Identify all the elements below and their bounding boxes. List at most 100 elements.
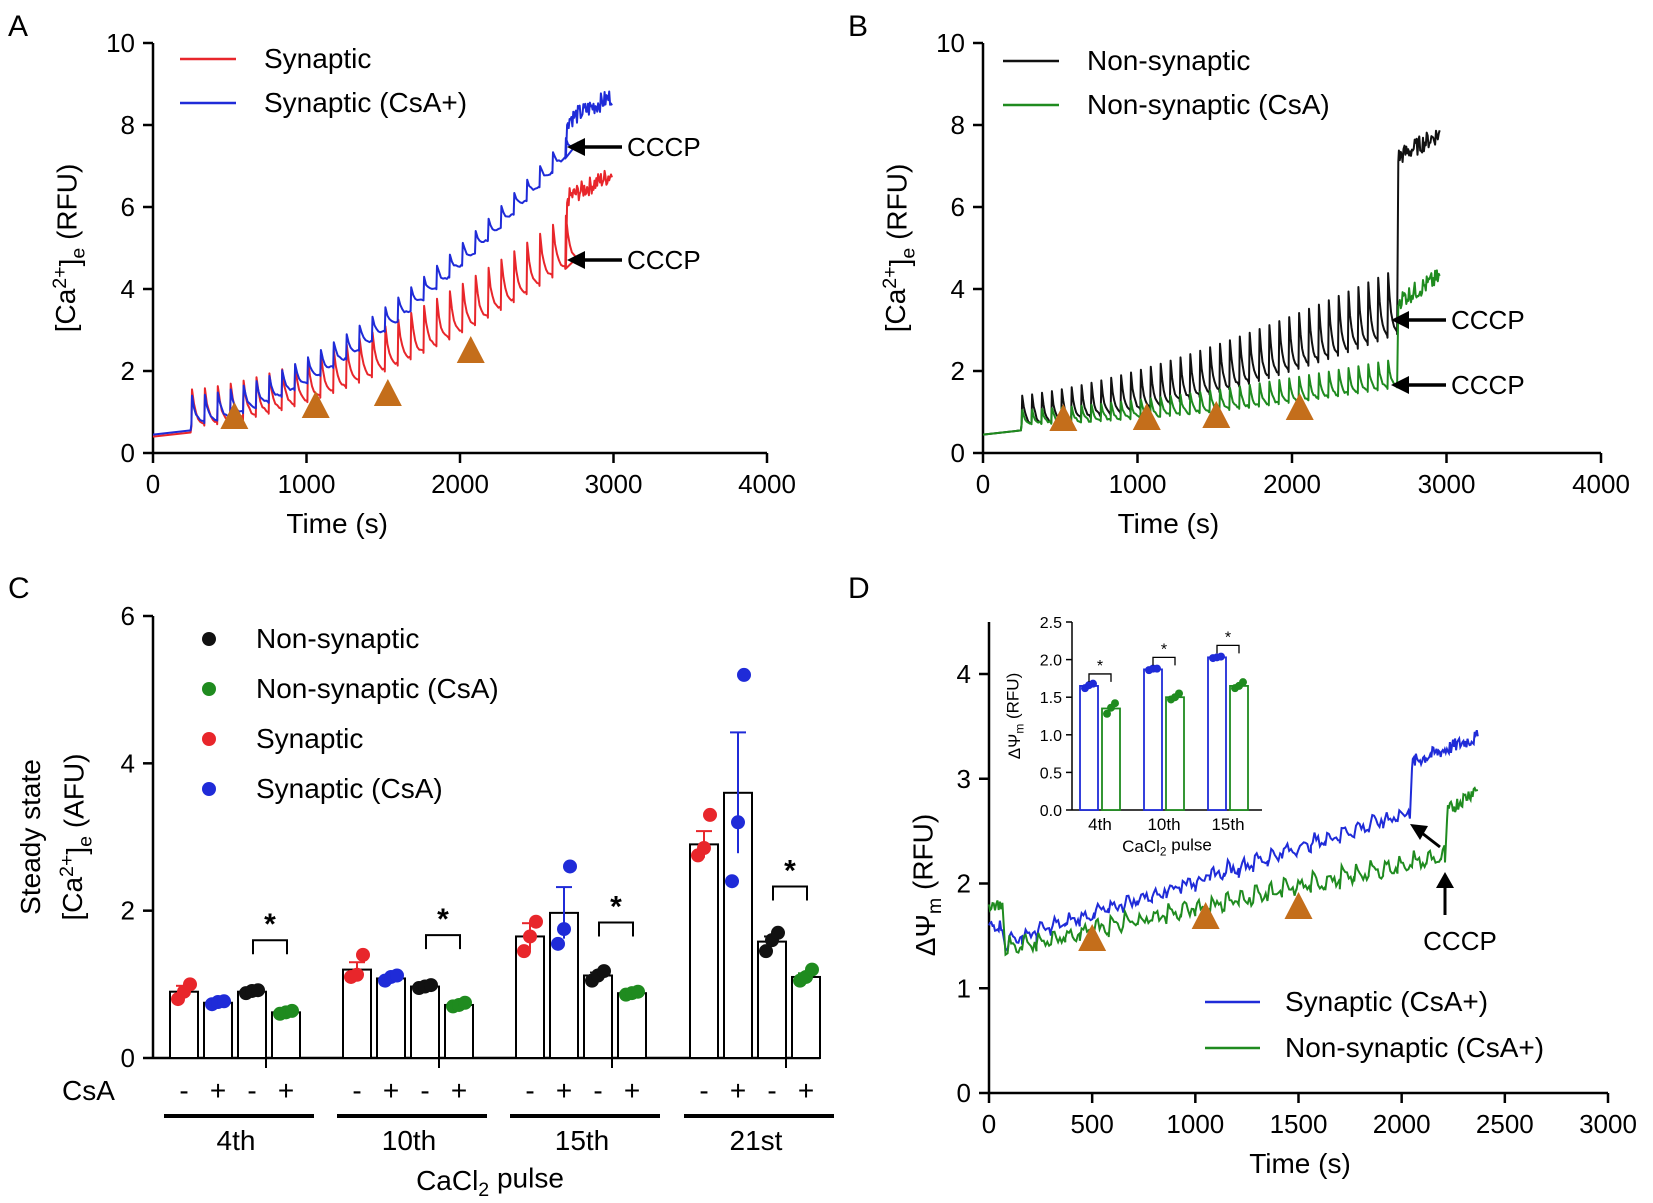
- y-tick-label: 0: [957, 1078, 971, 1108]
- y-tick-label: 8: [121, 110, 135, 140]
- cccp-arrow-2-head: [1391, 376, 1409, 394]
- sig-star-10th: *: [437, 903, 449, 936]
- series-line-2: [982, 269, 1441, 436]
- y-tick-label: 0: [121, 438, 135, 468]
- cccp-label: CCCP: [1423, 926, 1497, 956]
- inset-point-10th-2-3: [1175, 689, 1183, 698]
- panel-c-chart: 0 2 4 6 Steady state [Ca2+]e (AFU) Non-synapti…: [15, 601, 834, 1201]
- y-axis-label-line2: [Ca2+]e (AFU): [56, 753, 96, 920]
- csa-sign-21st-3: -: [767, 1075, 776, 1106]
- data-point-15th-1-2: [523, 929, 537, 944]
- cccp-label-1: CCCP: [627, 132, 701, 162]
- inset-sig-star-15th: *: [1225, 629, 1231, 646]
- legend-label-1: Synaptic (CsA+): [1285, 986, 1488, 1017]
- y-axis-label-line1: Steady state: [15, 759, 46, 915]
- cccp-arrow-1-head: [1410, 824, 1428, 840]
- x-tick-label: 0: [982, 1109, 996, 1139]
- y-tick-label: 6: [121, 192, 135, 222]
- inset-sig-bracket-10th: [1152, 656, 1176, 666]
- bar-15th-3: [583, 974, 613, 1060]
- csa-label: CsA: [62, 1075, 115, 1106]
- panel-label-c: C: [8, 572, 30, 605]
- pulse-marker-triangle-2: [1191, 902, 1220, 929]
- inset-y-tick-label: 1.0: [1040, 728, 1062, 745]
- legend-label-2: Synaptic (CsA+): [264, 87, 467, 118]
- y-tick-label: 10: [106, 28, 135, 58]
- cccp-label-2: CCCP: [1451, 370, 1525, 400]
- group-label-10th: 10th: [382, 1125, 437, 1156]
- csa-sign-10th-1: -: [352, 1075, 361, 1106]
- data-point-10th-1-2: [350, 967, 364, 982]
- y-tick-label: 1: [957, 973, 971, 1003]
- legend-label-2: Non-synaptic (CsA): [1087, 89, 1330, 120]
- data-point-21st-1-2: [697, 841, 711, 856]
- inset-x-axis-label: CaCl2 pulse: [1122, 835, 1212, 858]
- inset-bar-4th-1: [1079, 685, 1099, 811]
- y-tick-label: 4: [121, 748, 135, 778]
- data-point-10th-2-3: [390, 968, 404, 983]
- y-tick-label: 6: [121, 601, 135, 631]
- pulse-marker-triangle-1: [1049, 404, 1078, 431]
- csa-sign-21st-4: +: [798, 1075, 814, 1106]
- y-tick-label: 2: [121, 896, 135, 926]
- panel-d-chart: 0 500 1000 1500 2000 2500 3000 0 1 2 3 4 Time (s) ΔΨm…: [907, 615, 1636, 1179]
- x-tick-label: 2500: [1476, 1109, 1534, 1139]
- legend-marker-4: [202, 782, 216, 796]
- data-point-21st-3-1: [759, 944, 773, 959]
- sig-star-4th: *: [264, 908, 276, 941]
- series-line-1: [152, 169, 613, 438]
- bar-15th-4: [617, 992, 647, 1060]
- panel-b-chart: 0 1000 2000 3000 4000 0 2 4 6 8 10 Time (s) [Ca2+]e …: [879, 28, 1630, 539]
- sig-star-15th: *: [610, 891, 622, 924]
- x-axis-label: Time (s): [1249, 1148, 1351, 1179]
- y-tick-label: 0: [951, 438, 965, 468]
- data-point-15th-2-3: [563, 859, 577, 874]
- inset-point-15th-2-3: [1239, 678, 1247, 687]
- inset-sig-bracket-4th: [1088, 673, 1112, 682]
- legend-label-4: Synaptic (CsA): [256, 773, 443, 804]
- pulse-marker-triangle-4: [456, 336, 485, 363]
- data-point-15th-1-1: [517, 944, 531, 959]
- csa-sign-10th-3: -: [420, 1075, 429, 1106]
- x-tick-label: 1000: [1109, 469, 1167, 499]
- y-axis-label: ΔΨm (RFU): [907, 814, 945, 956]
- y-tick-label: 2: [951, 356, 965, 386]
- sig-bracket-4th: [252, 939, 288, 955]
- inset-group-label-4th: 4th: [1088, 815, 1112, 834]
- x-tick-label: 3000: [1579, 1109, 1637, 1139]
- x-tick-label: 3000: [1418, 469, 1476, 499]
- inset-point-4th-2-3: [1111, 699, 1119, 708]
- data-point-15th-4-3: [631, 984, 645, 999]
- csa-sign-10th-4: +: [451, 1075, 467, 1106]
- inset-y-tick-label: 0.5: [1040, 765, 1062, 782]
- y-tick-label: 0: [121, 1043, 135, 1073]
- inset-point-15th-1-3: [1217, 652, 1225, 661]
- bar-10th-1: [342, 968, 372, 1059]
- csa-sign-15th-2: +: [556, 1075, 572, 1106]
- y-tick-label: 4: [951, 274, 965, 304]
- x-tick-label: 3000: [585, 469, 643, 499]
- x-tick-label: 2000: [1373, 1109, 1431, 1139]
- y-tick-label: 2: [121, 356, 135, 386]
- pulse-marker-triangle-1: [1078, 924, 1107, 951]
- cccp-label-1: CCCP: [1451, 305, 1525, 335]
- y-tick-label: 4: [957, 659, 971, 689]
- panel-label-b: B: [848, 10, 868, 43]
- x-tick-label: 2000: [431, 469, 489, 499]
- csa-sign-4th-2: +: [210, 1075, 226, 1106]
- panel-label-a: A: [8, 10, 28, 43]
- group-label-15th: 15th: [555, 1125, 610, 1156]
- legend-marker-2: [202, 682, 216, 696]
- data-point-15th-2-1: [551, 936, 565, 951]
- x-axis-label: Time (s): [286, 508, 388, 539]
- pulse-marker-triangle-4: [1285, 393, 1314, 420]
- sig-bracket-10th: [425, 934, 461, 950]
- inset-group-label-15th: 15th: [1211, 815, 1244, 834]
- inset-group-label-10th: 10th: [1147, 815, 1180, 834]
- series-line-2: [988, 786, 1479, 957]
- x-tick-label: 0: [976, 469, 990, 499]
- y-axis-label: [Ca2+]e (RFU): [49, 164, 89, 333]
- csa-sign-15th-1: -: [525, 1075, 534, 1106]
- pulse-marker-triangle-3: [1284, 892, 1313, 919]
- panel-a-chart: 0 1000 2000 3000 4000 0 2 4 6 8 10 Time (s) [Ca2+]e …: [49, 28, 796, 539]
